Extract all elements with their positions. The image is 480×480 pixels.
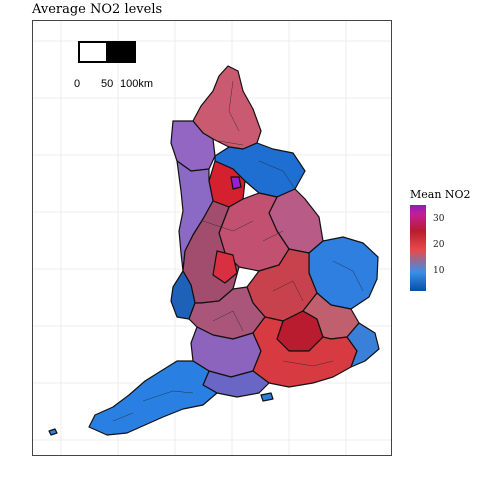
map-panel	[32, 20, 392, 456]
region-cumbria	[170, 120, 216, 172]
legend-label-10: 10	[433, 266, 445, 276]
england-map	[33, 21, 391, 455]
scale-label-50: 50	[101, 78, 114, 90]
region-isles-of-scilly	[48, 428, 58, 436]
region-kent	[346, 322, 380, 368]
regions	[48, 65, 380, 436]
legend-tick-10	[426, 272, 430, 273]
scale-label-100km: 100km	[120, 78, 154, 90]
district-borders	[112, 80, 364, 422]
map-title: Average NO2 levels	[32, 2, 163, 17]
region-birmingham	[212, 250, 238, 284]
region-south-west	[88, 360, 218, 436]
legend-label-20: 20	[433, 240, 445, 250]
legend-title: Mean NO2	[410, 188, 471, 201]
region-welsh-border	[170, 270, 196, 320]
legend-tick-30	[426, 220, 430, 221]
region-isle-of-wight	[260, 392, 274, 402]
scale-label-0: 0	[74, 78, 81, 90]
scale-bar-graphic	[78, 41, 136, 63]
scale-bar	[78, 41, 136, 63]
region-purple-hotspot	[230, 176, 242, 190]
legend-tick-20	[426, 246, 430, 247]
legend-colorbar	[410, 205, 426, 291]
legend-label-30: 30	[433, 214, 445, 224]
